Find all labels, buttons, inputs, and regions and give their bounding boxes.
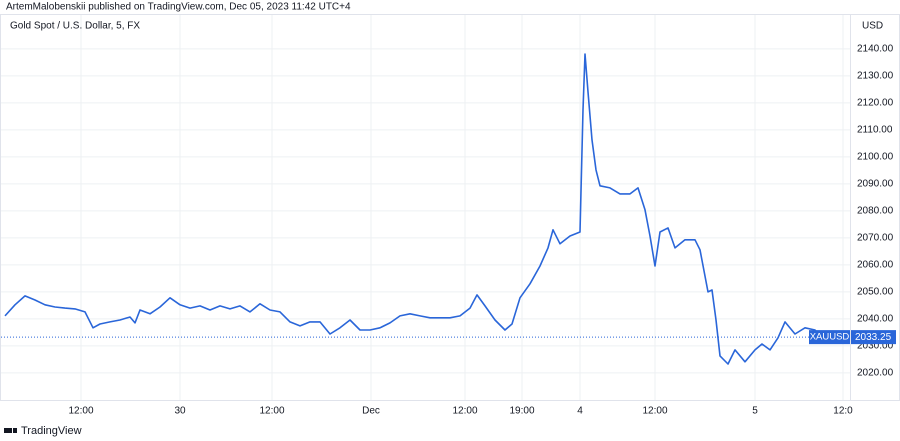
footer-logo: TradingView	[4, 425, 82, 437]
y-tick-label: 2080.00	[857, 206, 894, 217]
x-tick-label: 4	[577, 406, 583, 417]
currency-label: USD	[862, 21, 883, 32]
chart-title: Gold Spot / U.S. Dollar, 5, FX	[10, 21, 140, 32]
y-tick-label: 2100.00	[857, 152, 894, 163]
x-tick-label: 12:00	[68, 406, 93, 417]
y-tick-label: 2060.00	[857, 260, 894, 271]
y-tick-label: 2090.00	[857, 179, 894, 190]
x-tick-label: 12:0	[833, 406, 853, 417]
x-tick-label: 30	[174, 406, 186, 417]
y-tick-label: 2130.00	[857, 71, 894, 82]
symbol-tag	[809, 330, 850, 345]
x-tick-label: 12:00	[642, 406, 667, 417]
y-tick-label: 2070.00	[857, 233, 894, 244]
price-tag-text: 2033.25	[855, 332, 892, 343]
x-tick-label: 12:00	[452, 406, 477, 417]
price-tag	[851, 330, 896, 345]
y-tick-label: 2140.00	[857, 44, 894, 55]
x-tick-label: 19:00	[509, 406, 534, 417]
grid	[1, 15, 850, 400]
y-tick-label: 2030.00	[857, 341, 894, 352]
x-tick-label: 12:00	[259, 406, 284, 417]
x-tick-label: Dec	[362, 406, 380, 417]
x-tick-label: 5	[752, 406, 758, 417]
y-tick-label: 2040.00	[857, 314, 894, 325]
y-tick-label: 2050.00	[857, 287, 894, 298]
y-tick-label: 2110.00	[857, 125, 893, 136]
y-tick-label: 2120.00	[857, 98, 894, 109]
price-line	[4, 53, 821, 365]
plot	[1, 53, 850, 365]
footer-text: TradingView	[21, 425, 82, 437]
publisher-line: ArtemMalobenskii published on TradingVie…	[6, 2, 351, 13]
y-tick-label: 2020.00	[857, 368, 894, 379]
symbol-tag-text: XAUUSD	[810, 332, 850, 343]
